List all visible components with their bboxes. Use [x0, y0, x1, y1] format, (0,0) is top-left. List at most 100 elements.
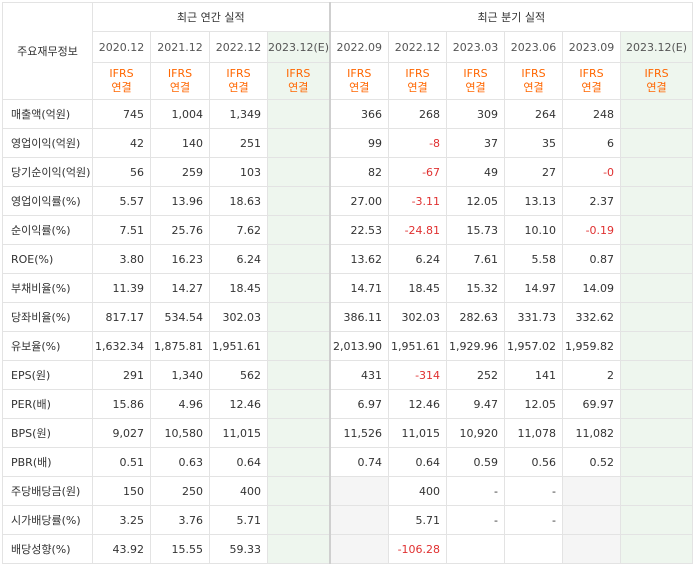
quarterly-value-cell: 332.62: [562, 302, 622, 332]
annual-value-cell: 534.54: [150, 302, 210, 332]
row-label: BPS(원): [2, 418, 93, 448]
annual-value-cell: 43.92: [92, 534, 151, 564]
quarterly-value-cell: -24.81: [388, 215, 448, 245]
quarterly-value-cell: [328, 476, 390, 506]
annual-value-cell: [266, 99, 331, 129]
quarterly-value-cell: [504, 534, 564, 564]
annual-value-cell: 15.86: [92, 389, 151, 419]
quarterly-value-cell: 0.52: [562, 447, 622, 477]
ifrs-text: IFRS: [521, 67, 546, 80]
annual-value-cell: 1,004: [150, 99, 210, 129]
ifrs-text: IFRS: [109, 67, 134, 80]
annual-value-cell: 400: [209, 476, 268, 506]
quarterly-value-cell: 12.46: [388, 389, 448, 419]
table-row: 부채비율(%) 11.39 14.27 18.45 14.71 18.45 15.32 14.…: [2, 273, 694, 303]
quarterly-value-cell: 1,929.96: [446, 331, 506, 361]
annual-value-cell: 4.96: [150, 389, 210, 419]
consolidated-text: 연결: [288, 81, 309, 94]
row-label: EPS(원): [2, 360, 93, 390]
annual-value-cell: 18.45: [209, 273, 268, 303]
quarterly-value-cell: 9.47: [446, 389, 506, 419]
ifrs-consolidated-label: IFRS 연결: [388, 62, 448, 100]
quarterly-value-cell: 14.97: [504, 273, 564, 303]
quarterly-value-cell: -314: [388, 360, 448, 390]
annual-value-cell: 150: [92, 476, 151, 506]
ifrs-consolidated-label: IFRS 연결: [209, 62, 268, 100]
consolidated-text: 연결: [349, 81, 370, 94]
quarterly-value-cell: 2.37: [562, 186, 622, 216]
annual-value-cell: 56: [92, 157, 151, 187]
row-label: 당좌비율(%): [2, 302, 93, 332]
quarterly-value-cell: 35: [504, 128, 564, 158]
ifrs-text: IFRS: [167, 67, 193, 80]
table-row: BPS(원) 9,027 10,580 11,015 11,526 11,015 10,92…: [2, 418, 694, 448]
quarterly-value-cell: 11,015: [388, 418, 448, 448]
quarterly-value-cell: [562, 534, 622, 564]
annual-value-cell: 12.46: [209, 389, 268, 419]
annual-value-cell: 10,580: [150, 418, 210, 448]
quarterly-value-cell: [562, 476, 622, 506]
quarterly-value-cell: [620, 215, 694, 245]
quarterly-value-cell: [446, 534, 506, 564]
ifrs-consolidated-label: IFRS 연결: [620, 62, 694, 100]
quarterly-value-cell: 27: [504, 157, 564, 187]
row-label: PER(배): [2, 389, 93, 419]
row-label: PBR(배): [2, 447, 93, 477]
ifrs-text: IFRS: [463, 67, 488, 80]
period-header: 2023.06: [504, 31, 564, 63]
annual-value-cell: 11,015: [209, 418, 268, 448]
annual-value-cell: 817.17: [92, 302, 151, 332]
quarterly-value-cell: [620, 99, 694, 129]
quarterly-value-cell: -0.19: [562, 215, 622, 245]
quarterly-value-cell: 400: [388, 476, 448, 506]
quarterly-value-cell: 302.03: [388, 302, 448, 332]
ifrs-consolidated-label: IFRS 연결: [328, 62, 390, 100]
annual-value-cell: 291: [92, 360, 151, 390]
annual-value-cell: 3.76: [150, 505, 210, 535]
annual-value-cell: 1,951.61: [209, 331, 268, 361]
consolidated-text: 연결: [523, 81, 544, 94]
period-header: 2022.12: [209, 31, 268, 63]
quarterly-value-cell: 366: [328, 99, 390, 129]
row-label: 시가배당률(%): [2, 505, 93, 535]
ifrs-consolidated-label: IFRS 연결: [150, 62, 210, 100]
quarterly-value-cell: 15.73: [446, 215, 506, 245]
ifrs-consolidated-label: IFRS 연결: [504, 62, 564, 100]
annual-value-cell: 0.64: [209, 447, 268, 477]
row-label: ROE(%): [2, 244, 93, 274]
quarterly-value-cell: 5.71: [388, 505, 448, 535]
annual-value-cell: [266, 505, 331, 535]
annual-value-cell: 25.76: [150, 215, 210, 245]
annual-value-cell: 3.80: [92, 244, 151, 274]
annual-value-cell: 1,632.34: [92, 331, 151, 361]
quarterly-value-cell: 13.13: [504, 186, 564, 216]
period-header: 2023.03: [446, 31, 506, 63]
quarterly-value-cell: 0.59: [446, 447, 506, 477]
row-label: 유보율(%): [2, 331, 93, 361]
period-header: 2022.09: [328, 31, 390, 63]
table-row: 매출액(억원) 745 1,004 1,349 366 268 309 264 248: [2, 99, 694, 129]
quarterly-value-cell: 2: [562, 360, 622, 390]
quarterly-value-cell: 386.11: [328, 302, 390, 332]
quarterly-value-cell: [620, 157, 694, 187]
ifrs-text: IFRS: [286, 67, 311, 80]
row-label: 배당성향(%): [2, 534, 93, 564]
quarterly-value-cell: -3.11: [388, 186, 448, 216]
quarterly-value-cell: -106.28: [388, 534, 448, 564]
annual-value-cell: [266, 244, 331, 274]
table-row: EPS(원) 291 1,340 562 431 -314 252 141 2: [2, 360, 694, 390]
quarterly-value-cell: [620, 360, 694, 390]
annual-value-cell: 5.57: [92, 186, 151, 216]
ifrs-text: IFRS: [644, 67, 669, 80]
annual-value-cell: 14.27: [150, 273, 210, 303]
period-header: 2020.12: [92, 31, 151, 63]
table-row: 당기순이익(억원) 56 259 103 82 -67 49 27 -0: [2, 157, 694, 187]
quarterly-value-cell: 11,082: [562, 418, 622, 448]
row-label-header: 주요재무정보: [2, 2, 93, 100]
quarterly-value-cell: 7.61: [446, 244, 506, 274]
table-row: 순이익률(%) 7.51 25.76 7.62 22.53 -24.81 15.73 10.1…: [2, 215, 694, 245]
quarterly-value-cell: 252: [446, 360, 506, 390]
annual-value-cell: [266, 273, 331, 303]
annual-value-cell: 59.33: [209, 534, 268, 564]
